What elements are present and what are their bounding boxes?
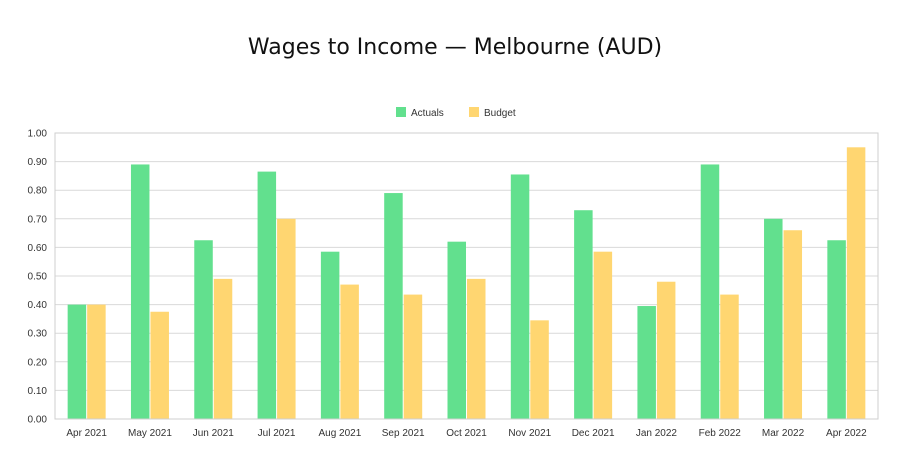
x-axis: Apr 2021 May 2021 Jun 2021 Jul 2021 Aug 2021… <box>66 428 867 439</box>
legend-item-budget[interactable]: Budget <box>469 107 516 119</box>
bar-actuals-may-2021[interactable] <box>130 164 150 419</box>
bar-budget-sep-2021[interactable] <box>403 294 423 419</box>
bar-actuals-sep-2021[interactable] <box>384 193 403 419</box>
bars <box>67 147 866 420</box>
x-tick-label: Apr 2022 <box>826 428 867 439</box>
x-tick-label: Mar 2022 <box>762 428 805 439</box>
y-tick-label: 0.20 <box>28 357 48 368</box>
bar-budget-feb-2022[interactable] <box>720 294 739 419</box>
bar-actuals-dec-2021[interactable] <box>574 210 593 419</box>
bar-budget-aug-2021[interactable] <box>340 284 359 419</box>
x-tick-label: Nov 2021 <box>508 428 551 439</box>
y-tick-label: 0.40 <box>28 300 48 311</box>
plot-area-border <box>54 132 879 420</box>
y-tick-label: 1.00 <box>28 129 48 140</box>
x-tick-label: Apr 2021 <box>66 428 107 439</box>
y-tick-label: 0.30 <box>28 329 48 340</box>
bar-actuals-mar-2022[interactable] <box>764 218 783 419</box>
bar-actuals-jun-2021[interactable] <box>194 240 213 419</box>
y-axis: 0.00 0.10 0.20 0.30 0.40 0.50 0.60 0.70 0.80 0.90… <box>28 129 48 426</box>
legend-swatch-budget <box>469 107 479 117</box>
bar-budget-apr-2021[interactable] <box>87 304 106 419</box>
bar-budget-dec-2021[interactable] <box>593 251 613 419</box>
bar-budget-nov-2021[interactable] <box>530 320 549 419</box>
x-tick-label: May 2021 <box>128 428 172 439</box>
bar-budget-jun-2021[interactable] <box>213 278 233 419</box>
bar-actuals-apr-2022[interactable] <box>827 240 846 419</box>
y-tick-label: 0.60 <box>28 243 48 254</box>
bar-actuals-jan-2022[interactable] <box>637 306 656 419</box>
legend-swatch-actuals <box>396 107 406 117</box>
bar-budget-mar-2022[interactable] <box>783 230 803 419</box>
bar-budget-jul-2021[interactable] <box>277 218 296 419</box>
bar-actuals-apr-2021[interactable] <box>67 304 87 419</box>
y-tick-label: 0.80 <box>28 186 48 197</box>
bar-actuals-nov-2021[interactable] <box>510 174 530 419</box>
bar-budget-jan-2022[interactable] <box>656 281 676 419</box>
x-tick-label: Aug 2021 <box>318 428 361 439</box>
y-tick-label: 0.00 <box>28 415 48 426</box>
x-tick-label: Jun 2021 <box>193 428 235 439</box>
bar-actuals-jul-2021[interactable] <box>257 171 277 419</box>
legend-label-budget: Budget <box>484 108 516 119</box>
x-tick-label: Dec 2021 <box>572 428 615 439</box>
legend-label-actuals: Actuals <box>411 108 444 119</box>
y-tick-label: 0.50 <box>28 272 48 283</box>
legend: Actuals Budget <box>396 107 516 119</box>
x-tick-label: Jan 2022 <box>636 428 678 439</box>
y-tick-label: 0.70 <box>28 214 48 225</box>
bar-budget-apr-2022[interactable] <box>846 147 866 420</box>
x-tick-label: Sep 2021 <box>382 428 425 439</box>
bar-actuals-aug-2021[interactable] <box>320 251 340 419</box>
bar-budget-may-2021[interactable] <box>150 311 169 419</box>
legend-item-actuals[interactable]: Actuals <box>396 107 444 119</box>
x-tick-label: Jul 2021 <box>258 428 296 439</box>
y-tick-label: 0.10 <box>28 386 48 397</box>
bar-budget-oct-2021[interactable] <box>467 278 486 419</box>
chart-title: Wages to Income — Melbourne (AUD) <box>248 35 662 60</box>
x-tick-label: Feb 2022 <box>699 428 742 439</box>
x-tick-label: Oct 2021 <box>446 428 487 439</box>
y-tick-label: 0.90 <box>28 157 48 168</box>
grid-lines <box>55 132 878 420</box>
bar-actuals-oct-2021[interactable] <box>447 241 467 419</box>
bar-actuals-feb-2022[interactable] <box>700 164 720 419</box>
